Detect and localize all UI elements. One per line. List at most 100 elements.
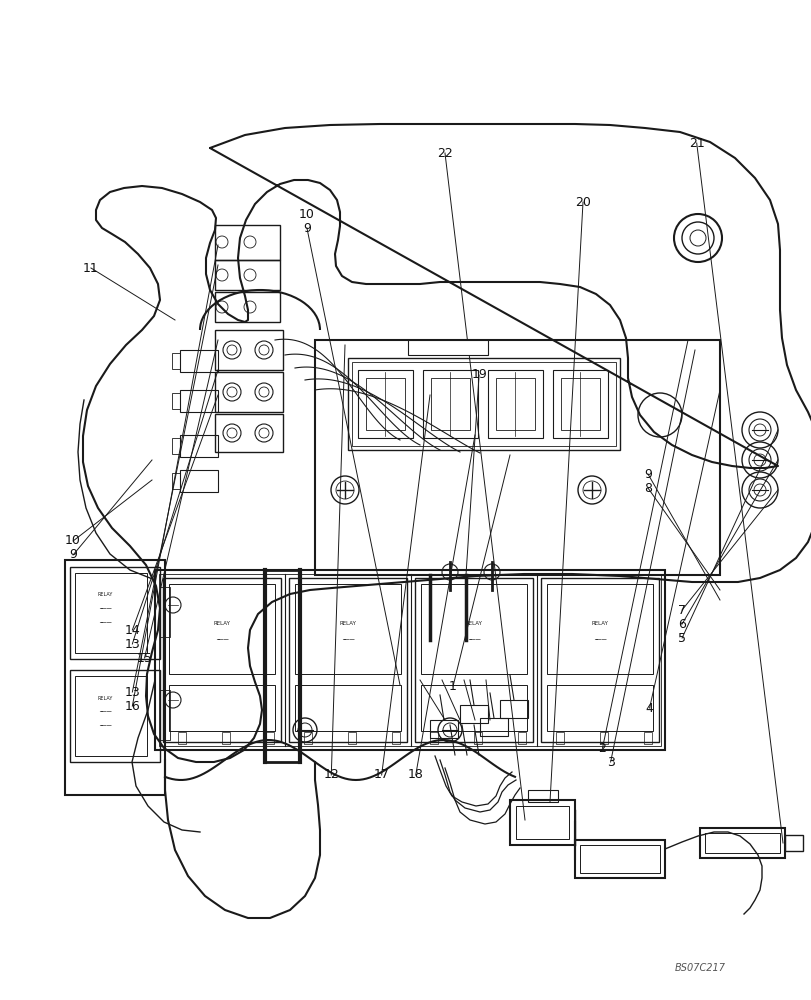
Text: 13: 13 — [124, 686, 140, 698]
Bar — [784, 835, 802, 851]
Bar — [556, 732, 564, 744]
Text: RELAY: RELAY — [339, 621, 356, 626]
Bar — [215, 330, 283, 370]
Bar — [496, 378, 534, 430]
Text: RELAY: RELAY — [591, 621, 607, 626]
Text: 11: 11 — [83, 261, 99, 274]
Text: 15: 15 — [136, 652, 152, 664]
Text: 10: 10 — [298, 208, 315, 221]
Bar — [351, 362, 616, 446]
Text: RELAY: RELAY — [97, 592, 113, 597]
Text: 12: 12 — [323, 768, 339, 781]
Bar — [348, 358, 620, 450]
Bar — [430, 732, 437, 744]
Text: 22: 22 — [436, 147, 453, 160]
Bar — [407, 340, 487, 355]
Bar — [509, 800, 574, 845]
Bar — [294, 685, 401, 731]
Bar — [560, 378, 599, 430]
Text: ─────: ───── — [341, 638, 354, 642]
Bar — [366, 378, 405, 430]
Bar — [552, 370, 607, 438]
Bar — [479, 718, 508, 736]
Bar — [515, 806, 569, 839]
Bar — [423, 370, 478, 438]
Bar — [348, 732, 355, 744]
Text: BS07C217: BS07C217 — [674, 963, 724, 973]
Bar — [579, 845, 659, 873]
Bar — [420, 584, 526, 674]
Bar — [172, 473, 180, 489]
Text: ─────: ───── — [467, 638, 479, 642]
Bar — [215, 414, 283, 452]
Text: 19: 19 — [470, 368, 487, 381]
Bar — [527, 790, 557, 802]
Bar — [180, 435, 217, 457]
Bar — [70, 670, 160, 762]
Text: RELAY: RELAY — [465, 621, 482, 626]
Bar — [75, 676, 147, 756]
Bar — [215, 260, 280, 290]
Bar — [704, 833, 779, 853]
Text: 9: 9 — [643, 468, 651, 481]
Bar — [172, 393, 180, 409]
Text: 16: 16 — [124, 700, 140, 712]
Text: 2: 2 — [598, 742, 606, 754]
Bar — [172, 438, 180, 454]
Bar — [460, 705, 487, 723]
Bar — [172, 353, 180, 369]
Bar — [547, 584, 652, 674]
Bar — [294, 584, 401, 674]
Bar — [215, 225, 280, 260]
Text: ─────: ───── — [99, 607, 111, 611]
Bar — [215, 372, 283, 412]
Text: 17: 17 — [373, 768, 389, 781]
Bar — [266, 732, 273, 744]
Bar — [289, 578, 406, 742]
Bar — [315, 340, 719, 575]
Bar — [215, 292, 280, 322]
Text: 14: 14 — [124, 624, 140, 637]
Bar — [699, 828, 784, 858]
Text: ─────: ───── — [593, 638, 606, 642]
Text: 9: 9 — [303, 222, 311, 234]
Bar — [70, 567, 160, 659]
Bar — [540, 578, 659, 742]
Bar — [155, 570, 664, 750]
Text: 4: 4 — [645, 702, 653, 714]
Text: 5: 5 — [677, 632, 685, 645]
Text: 7: 7 — [677, 603, 685, 616]
Bar — [420, 685, 526, 731]
Bar — [180, 390, 217, 412]
Bar — [163, 578, 281, 742]
Text: 3: 3 — [606, 756, 614, 768]
Bar — [159, 574, 660, 746]
Bar — [75, 573, 147, 653]
Bar — [358, 370, 413, 438]
Bar — [221, 732, 230, 744]
Bar — [547, 685, 652, 731]
Bar — [414, 578, 532, 742]
Bar — [303, 732, 311, 744]
Text: 6: 6 — [677, 617, 685, 631]
Bar — [431, 378, 470, 430]
Text: ─────: ───── — [99, 710, 111, 714]
Text: ─────: ───── — [99, 621, 111, 625]
Text: 13: 13 — [124, 638, 140, 650]
Text: 20: 20 — [574, 196, 590, 209]
Bar — [517, 732, 526, 744]
Text: ─────: ───── — [99, 724, 111, 728]
Bar — [474, 732, 482, 744]
Text: 21: 21 — [688, 137, 704, 150]
Text: 1: 1 — [448, 680, 457, 692]
Bar — [487, 370, 543, 438]
Text: 8: 8 — [643, 482, 651, 494]
Text: 10: 10 — [65, 534, 81, 548]
Text: RELAY: RELAY — [97, 696, 113, 700]
Bar — [574, 840, 664, 878]
Bar — [169, 584, 275, 674]
Bar — [599, 732, 607, 744]
Bar — [160, 690, 169, 740]
Bar — [160, 587, 169, 637]
Text: 18: 18 — [407, 768, 423, 781]
